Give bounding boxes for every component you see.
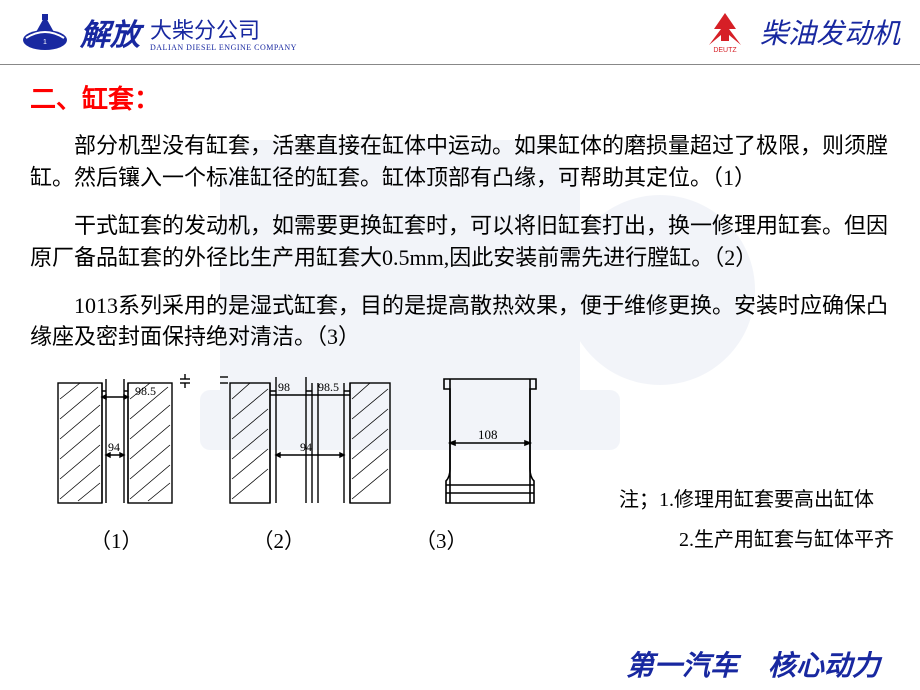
dim-2-top-right: 98.5 — [318, 380, 339, 394]
paragraph-1: 部分机型没有缸套，活塞直接在缸体中运动。如果缸体的磨损量超过了极限，则须膛缸。然… — [30, 130, 890, 194]
footer-slogan: 第一汽车核心动力 — [626, 644, 880, 684]
dim-3-mid: 108 — [478, 427, 498, 442]
dim-1-mid: 94 — [108, 440, 120, 454]
section-title: 二、缸套： — [30, 79, 890, 116]
paragraph-3: 1013系列采用的是湿式缸套，目的是提高散热效果，便于维修更换。安装时应确保凸缘… — [30, 290, 890, 354]
footer-right: 核心动力 — [768, 651, 880, 682]
paragraph-2: 干式缸套的发动机，如需要更换缸套时，可以将旧缸套打出，换一修理用缸套。但因原厂备… — [30, 210, 890, 274]
sleeve-diagram-2: 98 98.5 94 — [220, 369, 410, 519]
header-bar: 1 解放 大柴分公司 DALIAN DIESEL ENGINE COMPANY … — [0, 0, 920, 64]
label-2: （2） — [253, 525, 306, 555]
header-divider — [0, 64, 920, 65]
diagrams-row: 98.5 94 — [30, 369, 890, 519]
branch-name: 大柴分公司 — [150, 18, 260, 43]
diagram-labels: （1） （2） （3） — [30, 525, 890, 555]
footer-left: 第一汽车 — [626, 651, 738, 682]
label-3: （3） — [415, 525, 468, 555]
svg-text:1: 1 — [43, 39, 47, 46]
sleeve-diagram-3: 108 — [430, 369, 550, 519]
dim-2-top-left: 98 — [278, 380, 290, 394]
dim-1-top: 98.5 — [135, 384, 156, 398]
sleeve-diagram-1: 98.5 94 — [40, 369, 200, 519]
dim-2-mid: 94 — [300, 440, 312, 454]
title-right: 柴油发动机 — [760, 12, 900, 52]
branch-block: 大柴分公司 DALIAN DIESEL ENGINE COMPANY — [150, 13, 297, 52]
header-left: 1 解放 大柴分公司 DALIAN DIESEL ENGINE COMPANY — [20, 10, 297, 54]
label-1: （1） — [90, 525, 143, 555]
branch-en: DALIAN DIESEL ENGINE COMPANY — [150, 43, 297, 52]
faw-logo-icon: 1 — [20, 12, 70, 52]
header-right: DEUTZ 柴油发动机 — [704, 11, 900, 53]
jiefang-brand: 解放 — [80, 10, 140, 54]
deutz-logo-icon: DEUTZ — [704, 11, 746, 53]
content-area: 二、缸套： 部分机型没有缸套，活塞直接在缸体中运动。如果缸体的磨损量超过了极限，… — [0, 71, 920, 555]
deutz-label: DEUTZ — [713, 47, 737, 53]
